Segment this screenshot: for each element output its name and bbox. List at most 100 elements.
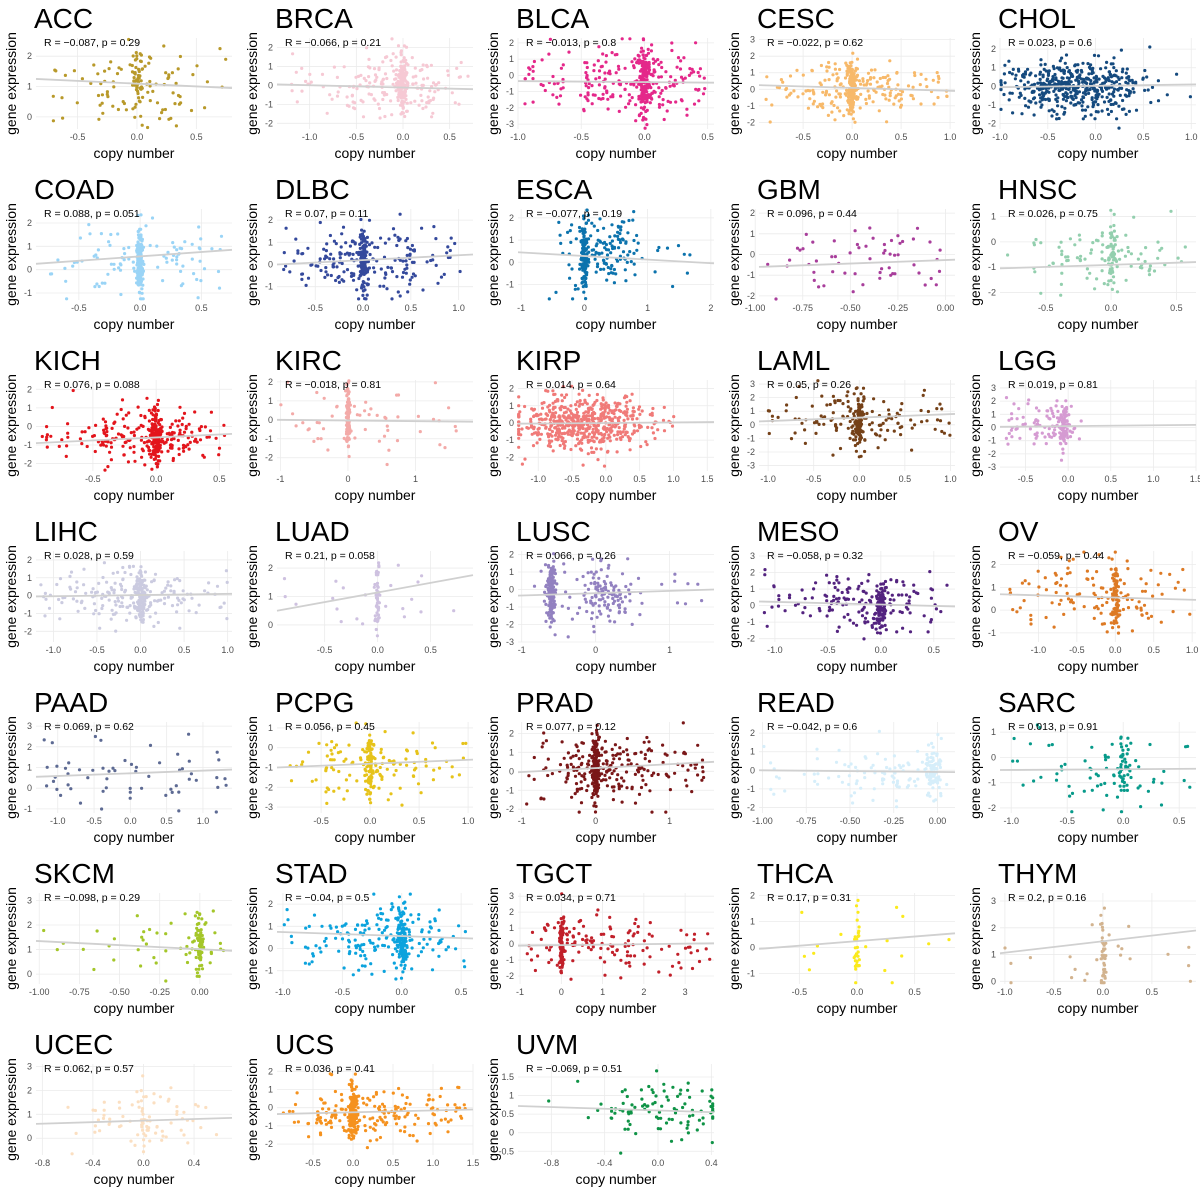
point bbox=[945, 94, 949, 98]
point bbox=[177, 452, 181, 457]
point bbox=[599, 415, 603, 419]
point bbox=[101, 417, 105, 421]
point bbox=[1121, 67, 1125, 71]
point bbox=[111, 104, 115, 108]
panel-title: KIRP bbox=[516, 345, 581, 376]
point bbox=[153, 572, 158, 576]
panel-title: DLBC bbox=[275, 174, 350, 205]
point bbox=[1109, 225, 1113, 229]
stat-annotation: R = 0.07, p = 0.11 bbox=[285, 208, 368, 220]
point bbox=[848, 108, 853, 112]
point bbox=[846, 426, 850, 430]
point bbox=[431, 81, 436, 85]
point bbox=[628, 448, 632, 452]
point bbox=[1068, 237, 1072, 241]
point bbox=[889, 273, 893, 277]
point bbox=[1095, 277, 1099, 281]
point bbox=[366, 277, 370, 281]
point bbox=[1086, 62, 1090, 66]
point bbox=[814, 431, 818, 435]
point bbox=[1144, 246, 1148, 250]
point bbox=[1047, 69, 1051, 73]
x-axis-label: copy number bbox=[335, 487, 416, 503]
point bbox=[618, 254, 622, 258]
point bbox=[432, 96, 436, 100]
point bbox=[426, 95, 430, 99]
point bbox=[49, 434, 53, 438]
point bbox=[1060, 415, 1064, 419]
point bbox=[586, 213, 590, 217]
point bbox=[644, 117, 648, 121]
point bbox=[140, 283, 144, 287]
point bbox=[657, 75, 661, 79]
point bbox=[177, 447, 181, 451]
point bbox=[291, 412, 295, 416]
point bbox=[120, 601, 124, 605]
point bbox=[568, 276, 572, 280]
point bbox=[555, 95, 559, 99]
point bbox=[1034, 406, 1039, 410]
point bbox=[357, 297, 361, 301]
point bbox=[789, 437, 794, 441]
point bbox=[925, 419, 929, 423]
point bbox=[1066, 258, 1070, 262]
point bbox=[175, 258, 179, 262]
point bbox=[1060, 76, 1064, 80]
point bbox=[132, 266, 136, 270]
point bbox=[421, 288, 425, 292]
point bbox=[450, 91, 454, 95]
point bbox=[376, 245, 380, 250]
x-tick-label: -0.5 bbox=[795, 132, 811, 142]
y-tick-label: 3 bbox=[991, 383, 996, 393]
y-axis-label: gene expression bbox=[967, 374, 983, 477]
point bbox=[296, 251, 300, 255]
point bbox=[288, 270, 292, 274]
y-tick-label: -1 bbox=[747, 101, 755, 111]
point bbox=[1109, 242, 1113, 246]
point bbox=[851, 290, 855, 294]
point bbox=[587, 260, 591, 264]
point bbox=[146, 427, 150, 431]
point bbox=[344, 423, 349, 427]
point bbox=[925, 85, 929, 89]
point bbox=[1088, 271, 1092, 275]
point bbox=[1064, 441, 1068, 446]
point bbox=[608, 235, 612, 239]
y-tick-label: 1 bbox=[750, 68, 755, 78]
point bbox=[1090, 97, 1094, 102]
point bbox=[849, 70, 853, 74]
point bbox=[198, 438, 203, 442]
point bbox=[578, 267, 582, 271]
point bbox=[51, 119, 56, 123]
point bbox=[126, 426, 130, 430]
x-tick-label: 1.5 bbox=[701, 474, 714, 484]
point bbox=[610, 417, 614, 422]
point bbox=[1063, 106, 1067, 110]
point bbox=[585, 208, 589, 212]
point bbox=[1024, 104, 1028, 108]
point bbox=[579, 93, 583, 97]
point bbox=[532, 425, 536, 429]
point bbox=[141, 95, 145, 99]
point bbox=[378, 116, 382, 120]
point bbox=[562, 431, 567, 435]
point bbox=[923, 283, 927, 287]
point bbox=[317, 421, 321, 425]
point bbox=[355, 617, 359, 621]
point bbox=[613, 415, 617, 419]
point bbox=[383, 72, 388, 76]
point bbox=[855, 67, 859, 71]
point bbox=[596, 59, 600, 63]
point bbox=[1011, 111, 1015, 115]
point bbox=[833, 399, 837, 403]
point bbox=[385, 462, 389, 467]
point bbox=[674, 100, 678, 104]
point bbox=[620, 37, 624, 41]
point bbox=[694, 87, 698, 91]
point bbox=[599, 402, 603, 406]
point bbox=[387, 448, 391, 452]
point bbox=[202, 455, 206, 459]
point bbox=[852, 91, 856, 95]
point bbox=[640, 46, 644, 50]
point bbox=[594, 77, 598, 81]
